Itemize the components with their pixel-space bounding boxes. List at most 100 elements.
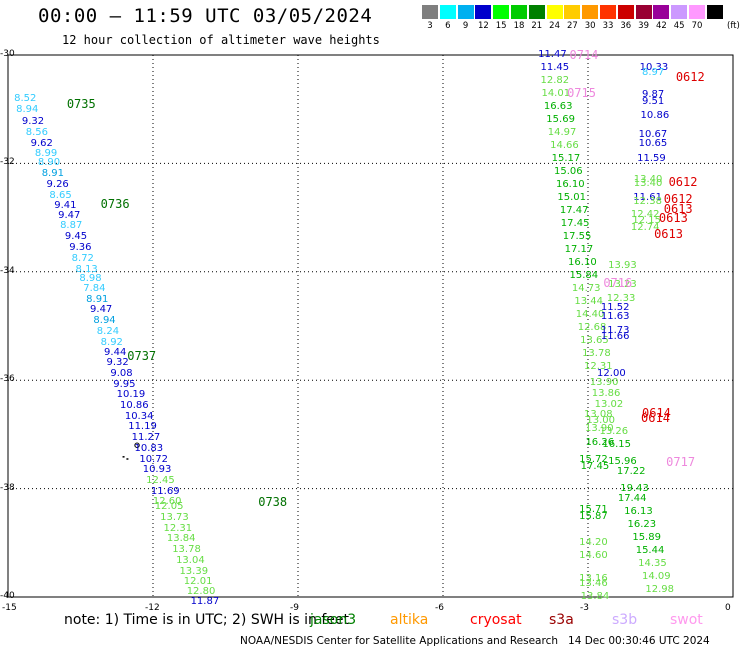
wave-height-value: 10.65	[638, 137, 668, 149]
satellite-label-altika: altika	[390, 612, 429, 628]
wave-height-value: 15.01	[557, 192, 587, 204]
wave-height-value: 11.66	[600, 330, 630, 342]
wave-height-value: 9.32	[106, 357, 129, 369]
wave-height-value: 8.94	[16, 104, 39, 116]
satellite-label-s3b: s3b	[612, 612, 638, 628]
wave-height-value: 14.97	[547, 127, 577, 139]
wave-height-value: 10.34	[124, 410, 154, 422]
wave-height-value: 15.89	[632, 532, 661, 544]
legend-swatch	[689, 5, 705, 19]
pass-time-label: 0716	[603, 275, 633, 290]
pass-time-label: 0715	[567, 85, 596, 100]
wave-height-value: 11.52	[600, 301, 630, 313]
wave-height-value: 16.10	[568, 257, 597, 269]
legend-swatch	[617, 5, 634, 19]
legend-swatch	[457, 5, 474, 19]
wave-height-value: 12.68	[577, 322, 607, 334]
legend-swatch	[528, 5, 545, 19]
wave-height-value: 13.44	[574, 296, 603, 308]
wave-height-value: 9.45	[64, 231, 88, 243]
longitude-label: -9	[290, 603, 299, 613]
legend-swatch	[635, 5, 652, 19]
units-note: note: 1) Time is in UTC; 2) SWH is in fe…	[64, 612, 350, 628]
wave-height-value: 10.83	[134, 443, 164, 455]
wave-height-value: 12.33	[606, 292, 636, 304]
satellite-label-jason3: jason3	[310, 612, 357, 628]
wave-height-value: 8.91	[41, 168, 64, 180]
latitude-label: -30	[0, 49, 15, 59]
pass-time-label: 0614	[642, 405, 671, 420]
pass-time-label: 0613	[658, 210, 688, 225]
pass-time-label: 0738	[258, 495, 288, 510]
wave-height-value: 15.72	[579, 454, 608, 466]
latitude-label: -38	[0, 482, 15, 493]
wave-height-value: 13.78	[172, 543, 201, 555]
island-marker	[122, 456, 125, 458]
wave-height-value: 8.13	[75, 263, 98, 275]
wave-height-value: 15.06	[554, 166, 583, 178]
wave-height-value: 14.66	[550, 140, 579, 152]
wave-height-value: 12.15	[632, 214, 661, 226]
page-title: 00:00 – 11:59 UTC 03/05/2024	[38, 5, 373, 27]
wave-height-value: 8.56	[25, 126, 49, 138]
wave-height-value: 10.67	[638, 129, 668, 141]
pass-time-label: 0612	[668, 175, 698, 190]
wave-height-value: 11.61	[633, 192, 662, 204]
legend-swatch	[582, 5, 599, 19]
legend-label: 42	[655, 21, 667, 31]
wave-height-value: 13.16	[579, 572, 608, 584]
legend-swatch	[671, 5, 688, 19]
wave-height-value: 12.38	[633, 196, 662, 208]
wave-height-value: 8.87	[60, 220, 83, 232]
legend-label: 12	[477, 21, 489, 31]
wave-height-value: 14.01	[541, 88, 571, 100]
wave-height-value: 16.10	[555, 179, 585, 191]
legend-label: 27	[566, 21, 578, 31]
wave-height-value: 16.26	[585, 436, 615, 448]
wave-height-value: 9.62	[30, 137, 53, 149]
wave-height-value: 15.87	[579, 510, 608, 522]
legend-swatch	[706, 5, 723, 19]
legend-label: 6	[445, 21, 451, 31]
wave-height-value: 17.44	[617, 493, 647, 505]
legend-swatch	[564, 5, 581, 19]
legend-swatch	[653, 5, 670, 19]
wave-height-value: 8.91	[86, 293, 109, 305]
wave-height-value: 13.78	[582, 348, 611, 360]
wave-height-value: 8.94	[93, 315, 116, 327]
wave-height-value: 11.87	[190, 596, 220, 608]
legend-swatch	[600, 5, 616, 19]
wave-height-value: 9.41	[54, 199, 77, 211]
wave-height-value: 14.40	[575, 309, 605, 321]
legend-label: 21	[531, 21, 543, 31]
wave-height-value: 12.98	[645, 584, 675, 596]
pass-time-label: 0735	[66, 96, 96, 111]
wave-height-value: 13.00	[586, 414, 616, 426]
wave-height-value: 12.31	[163, 522, 193, 534]
pass-time-label: 0714	[569, 48, 599, 62]
satellite-label-cryosat: cryosat	[470, 612, 522, 628]
longitude-label: -12	[145, 603, 160, 613]
wave-height-value: 10.86	[640, 109, 670, 121]
latitude-label: -32	[0, 157, 15, 168]
wave-height-value: 9.26	[46, 178, 69, 190]
wave-height-value: 8.72	[71, 252, 94, 264]
legend-label: 18	[513, 21, 525, 31]
wave-height-value: 13.40	[633, 177, 663, 189]
longitude-label: -15	[2, 603, 17, 613]
pass-time-label: 0736	[100, 197, 130, 212]
wave-height-value: 8.24	[96, 325, 120, 337]
wave-height-value: 10.19	[116, 388, 146, 400]
wave-height-value: 13.84	[166, 533, 196, 544]
wave-height-value: 15.84	[569, 270, 599, 282]
wave-height-value: 17.45	[560, 218, 590, 230]
latitude-label: -36	[0, 374, 15, 385]
wave-height-value: 14.35	[638, 558, 667, 570]
wave-height-value: 11.59	[637, 153, 666, 165]
wave-height-value: 9.32	[21, 115, 45, 127]
wave-height-value: 12.00	[597, 367, 626, 379]
island-marker	[134, 442, 140, 448]
wave-height-value: 11.47	[538, 49, 567, 60]
wave-height-value: 10.86	[120, 399, 149, 411]
